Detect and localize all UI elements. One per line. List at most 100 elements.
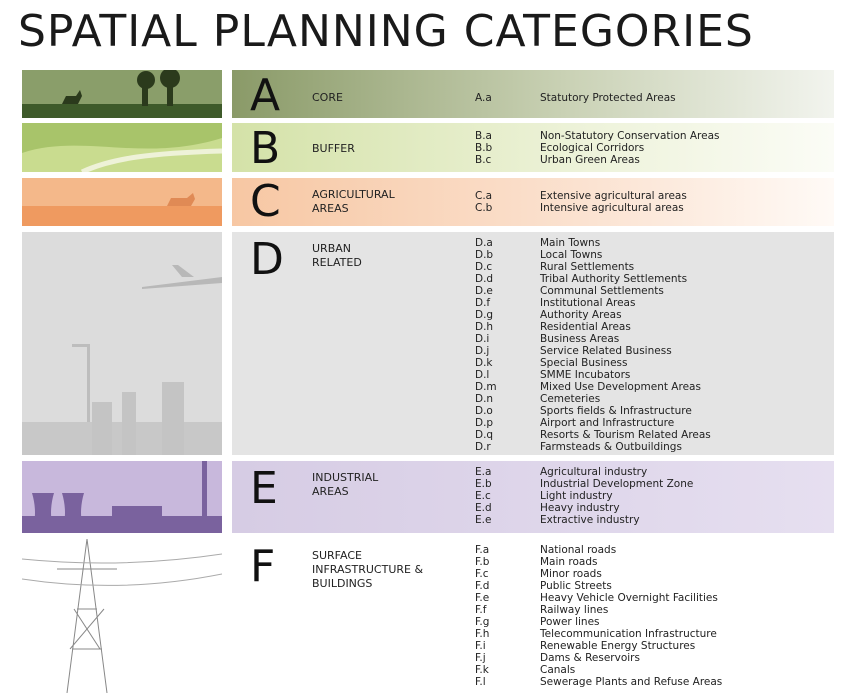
item-row: D.p Airport and Infrastructure xyxy=(475,417,711,429)
item-name: Tribal Authority Settlements xyxy=(540,273,688,285)
item-row: D.o Sports fields & Infrastructure xyxy=(475,405,711,417)
item-name: Local Towns xyxy=(540,249,603,261)
item-code: C.b xyxy=(475,202,493,214)
category-band: E INDUSTRIAL AREAS E.a Agricultural industry… xyxy=(232,461,834,533)
item-code: F.d xyxy=(475,580,490,592)
item-name: Cemeteries xyxy=(540,393,601,405)
item-name: Residential Areas xyxy=(540,321,631,333)
item-row: D.h Residential Areas xyxy=(475,321,711,333)
item-row: D.c Rural Settlements xyxy=(475,261,711,273)
item-row: D.k Special Business xyxy=(475,357,711,369)
item-name: Urban Green Areas xyxy=(540,154,640,166)
item-row: F.h Telecommunication Infrastructure xyxy=(475,628,722,640)
item-code: F.g xyxy=(475,616,490,628)
item-name: Renewable Energy Structures xyxy=(540,640,696,652)
item-name: Industrial Development Zone xyxy=(540,478,694,490)
item-row: D.g Authority Areas xyxy=(475,309,711,321)
item-row: D.r Farmsteads & Outbuildings xyxy=(475,441,711,453)
item-code: D.i xyxy=(475,333,490,345)
label-line: URBAN xyxy=(312,242,351,255)
category-band: F SURFACE INFRASTRUCTURE & BUILDINGS F.a Nati… xyxy=(232,539,834,693)
item-name: Power lines xyxy=(540,616,600,628)
item-row: B.a Non-Statutory Conservation Areas xyxy=(475,130,720,142)
item-row: B.c Urban Green Areas xyxy=(475,154,720,166)
label-line: AREAS xyxy=(312,202,349,215)
item-row: E.c Light industry xyxy=(475,490,693,502)
item-name: Mixed Use Development Areas xyxy=(540,381,701,393)
item-code: E.e xyxy=(475,514,492,526)
item-row: E.a Agricultural industry xyxy=(475,466,693,478)
item-list: E.a Agricultural industry E.b Industrial De… xyxy=(475,466,693,526)
item-name: Minor roads xyxy=(540,568,602,580)
label-line: AREAS xyxy=(312,485,349,498)
item-row: D.j Service Related Business xyxy=(475,345,711,357)
category-band: A CORE A.a Statutory Protected Areas xyxy=(232,70,834,118)
item-row: F.j Dams & Reservoirs xyxy=(475,652,722,664)
agricultural-image xyxy=(22,178,222,226)
item-code: E.a xyxy=(475,466,492,478)
item-row: D.f Institutional Areas xyxy=(475,297,711,309)
core-image xyxy=(22,70,222,118)
label-line: INFRASTRUCTURE & xyxy=(312,563,424,576)
item-code: C.a xyxy=(475,190,493,202)
item-code: D.q xyxy=(475,429,494,441)
item-code: D.h xyxy=(475,321,494,333)
item-code: F.h xyxy=(475,628,490,640)
item-name: Rural Settlements xyxy=(540,261,635,273)
item-code: F.l xyxy=(475,676,486,688)
item-name: Telecommunication Infrastructure xyxy=(540,628,717,640)
item-row: D.b Local Towns xyxy=(475,249,711,261)
item-row: F.c Minor roads xyxy=(475,568,722,580)
item-code: F.a xyxy=(475,544,490,556)
item-code: D.l xyxy=(475,369,490,381)
item-name: Institutional Areas xyxy=(540,297,636,309)
power-line-image xyxy=(22,539,222,693)
item-code: D.j xyxy=(475,345,490,357)
title: SPATIAL PLANNING CATEGORIES xyxy=(18,6,754,57)
item-code: F.i xyxy=(475,640,486,652)
category-letter: A xyxy=(250,70,281,121)
item-row: F.a National roads xyxy=(475,544,722,556)
item-row: E.d Heavy industry xyxy=(475,502,693,514)
item-code: F.b xyxy=(475,556,490,568)
item-row: D.a Main Towns xyxy=(475,237,711,249)
label-line: BUFFER xyxy=(312,142,355,155)
item-list: F.a National roads F.b Main roads F.c Minor r… xyxy=(475,544,722,688)
item-code: D.a xyxy=(475,237,493,249)
item-name: Statutory Protected Areas xyxy=(540,92,676,104)
item-code: F.e xyxy=(475,592,490,604)
item-row: D.q Resorts & Tourism Related Areas xyxy=(475,429,711,441)
item-name: Heavy Vehicle Overnight Facilities xyxy=(540,592,718,604)
item-row: B.b Ecological Corridors xyxy=(475,142,720,154)
item-row: F.l Sewerage Plants and Refuse Areas xyxy=(475,676,722,688)
item-name: Farmsteads & Outbuildings xyxy=(540,441,682,453)
item-code: B.a xyxy=(475,130,492,142)
item-code: D.p xyxy=(475,417,494,429)
item-row: E.b Industrial Development Zone xyxy=(475,478,693,490)
item-row: C.b Intensive agricultural areas xyxy=(475,202,687,214)
label-line: RELATED xyxy=(312,256,362,269)
item-name: Main Towns xyxy=(540,237,601,249)
category-letter: E xyxy=(250,463,278,514)
item-code: E.b xyxy=(475,478,492,490)
item-list: B.a Non-Statutory Conservation Areas B.b Ec… xyxy=(475,130,720,166)
item-row: F.f Railway lines xyxy=(475,604,722,616)
item-code: D.m xyxy=(475,381,497,393)
category-band: D URBAN RELATED D.a Main Towns D.b Local Towns… xyxy=(232,232,834,455)
item-code: A.a xyxy=(475,92,492,104)
label-line: CORE xyxy=(312,91,343,104)
item-name: Public Streets xyxy=(540,580,612,592)
item-code: B.c xyxy=(475,154,492,166)
item-name: Light industry xyxy=(540,490,613,502)
item-row: D.n Cemeteries xyxy=(475,393,711,405)
item-list: D.a Main Towns D.b Local Towns D.c Rural Sett… xyxy=(475,237,711,453)
item-name: Non-Statutory Conservation Areas xyxy=(540,130,720,142)
item-list: C.a Extensive agricultural areas C.b Intens… xyxy=(475,190,687,214)
item-name: Ecological Corridors xyxy=(540,142,645,154)
urban-image xyxy=(22,232,222,455)
item-row: F.i Renewable Energy Structures xyxy=(475,640,722,652)
label-line: BUILDINGS xyxy=(312,577,373,590)
category-band: C AGRICULTURAL AREAS C.a Extensive agricultu… xyxy=(232,178,834,226)
item-list: A.a Statutory Protected Areas xyxy=(475,92,676,104)
